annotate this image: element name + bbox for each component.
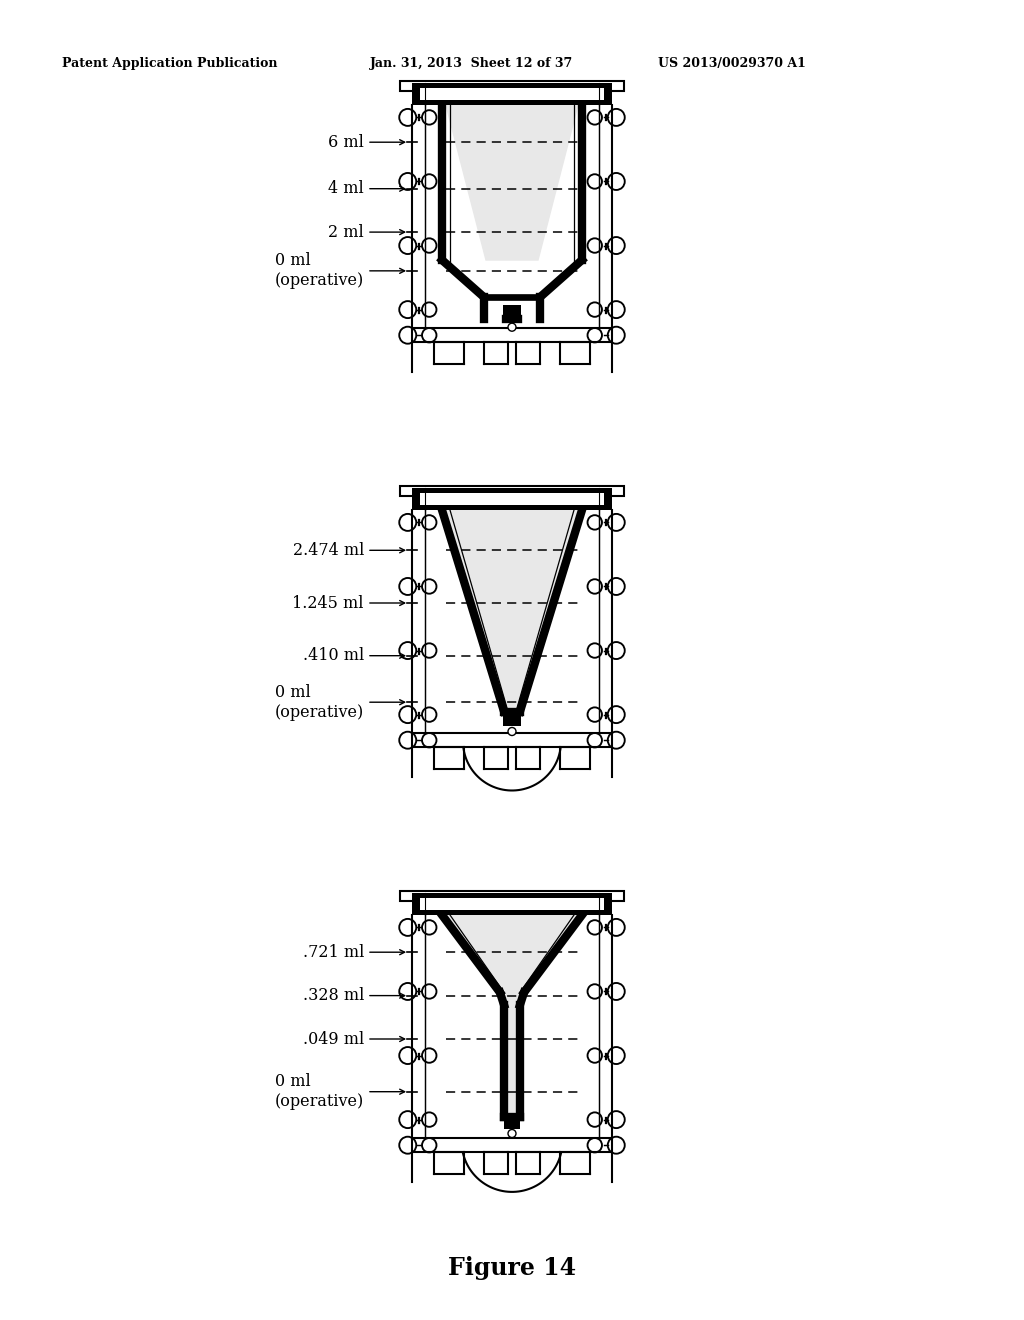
Text: 4 ml: 4 ml — [329, 181, 364, 197]
Polygon shape — [446, 106, 578, 260]
Text: 2 ml: 2 ml — [329, 223, 364, 240]
Text: Patent Application Publication: Patent Application Publication — [62, 57, 278, 70]
Text: Jan. 31, 2013  Sheet 12 of 37: Jan. 31, 2013 Sheet 12 of 37 — [370, 57, 573, 70]
Bar — [412, 1138, 612, 1152]
Polygon shape — [506, 993, 518, 1117]
Circle shape — [508, 323, 516, 331]
Text: 0 ml
(operative): 0 ml (operative) — [274, 1073, 364, 1110]
Bar — [420, 88, 604, 100]
Polygon shape — [446, 510, 578, 711]
Bar — [503, 305, 521, 321]
Text: 6 ml: 6 ml — [328, 133, 364, 150]
Text: .049 ml: .049 ml — [303, 1031, 364, 1048]
Bar — [420, 492, 604, 506]
Circle shape — [508, 727, 516, 735]
Text: .328 ml: .328 ml — [303, 987, 364, 1005]
Bar — [504, 1118, 520, 1129]
Bar — [420, 898, 604, 909]
Text: 2.474 ml: 2.474 ml — [293, 541, 364, 558]
Text: 0 ml
(operative): 0 ml (operative) — [274, 684, 364, 721]
Text: US 2013/0029370 A1: US 2013/0029370 A1 — [658, 57, 806, 70]
Bar — [400, 81, 624, 91]
Bar — [400, 486, 624, 496]
Text: 0 ml
(operative): 0 ml (operative) — [274, 252, 364, 289]
Bar — [412, 733, 612, 747]
Circle shape — [508, 1130, 516, 1138]
Text: Figure 14: Figure 14 — [447, 1257, 577, 1280]
Text: .721 ml: .721 ml — [303, 944, 364, 961]
Text: 1.245 ml: 1.245 ml — [293, 594, 364, 611]
Bar — [503, 714, 521, 726]
Bar — [412, 83, 612, 106]
Bar — [412, 329, 612, 342]
Text: .410 ml: .410 ml — [303, 647, 364, 664]
Polygon shape — [446, 915, 578, 993]
Bar — [412, 894, 612, 915]
Bar — [400, 891, 624, 902]
Bar — [412, 488, 612, 510]
